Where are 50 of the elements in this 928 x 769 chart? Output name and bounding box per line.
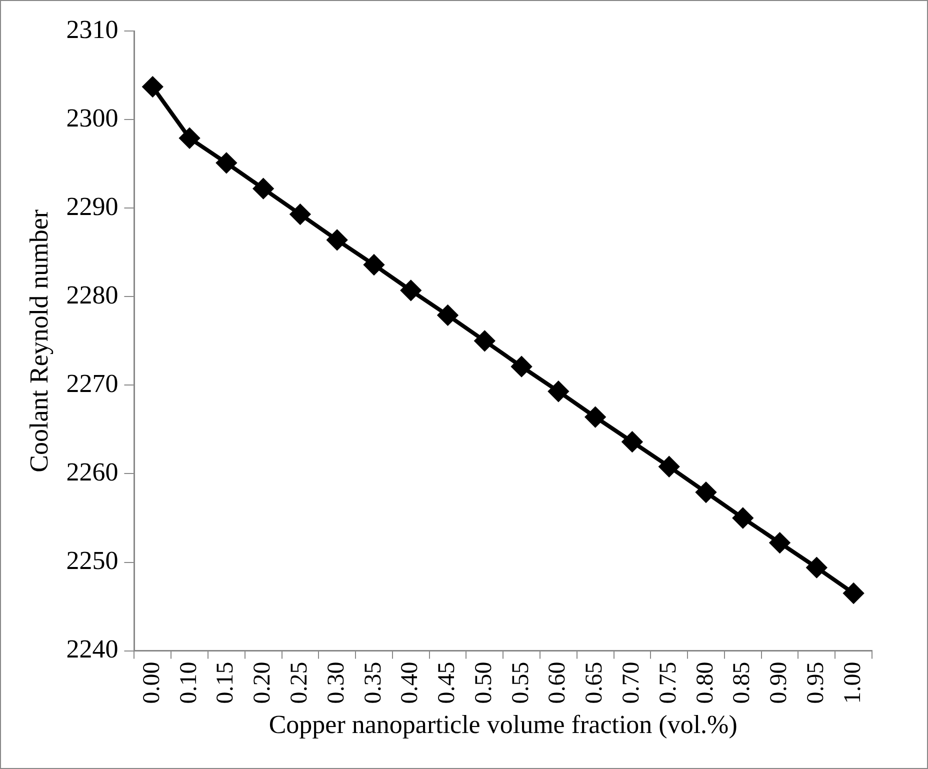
x-tick-label: 0.50 <box>470 662 497 704</box>
x-tick-label: 0.55 <box>508 662 534 704</box>
x-tick-label: 1.00 <box>840 662 866 704</box>
point <box>548 381 568 402</box>
x-tick-label: 0.65 <box>582 662 608 704</box>
point <box>585 407 606 428</box>
x-tick-label: 0.00 <box>138 662 165 704</box>
y-tick-label: 2270 <box>66 369 118 398</box>
x-tick-label: 0.10 <box>176 662 202 704</box>
point <box>770 532 790 553</box>
x-tick-label: 0.90 <box>766 662 792 704</box>
x-tick-label: 0.15 <box>212 662 239 704</box>
y-tick-label: 2290 <box>66 192 118 221</box>
y-tick-label: 2260 <box>66 458 118 487</box>
x-axis-title: Copper nanoparticle volume fraction (vol.%) <box>268 710 738 740</box>
y-tick-label: 2280 <box>66 280 118 310</box>
x-tick-label: 0.75 <box>655 662 682 704</box>
x-tick-label: 0.45 <box>434 662 460 704</box>
x-tick-label: 0.80 <box>692 662 718 704</box>
x-tick-label: 0.35 <box>360 662 386 704</box>
y-tick-label: 2250 <box>66 546 118 576</box>
point <box>327 230 348 250</box>
x-tick-label: 0.40 <box>397 662 424 704</box>
x-tick-label: 0.70 <box>618 662 645 704</box>
point <box>400 280 421 300</box>
x-tick-label: 0.95 <box>802 662 829 704</box>
y-tick-label: 2240 <box>66 634 118 664</box>
point <box>216 152 236 173</box>
point <box>659 456 680 477</box>
x-tick-label: 0.20 <box>250 662 276 704</box>
point <box>290 204 310 224</box>
point <box>696 482 716 502</box>
point <box>438 305 458 326</box>
x-tick-label: 0.85 <box>729 662 756 704</box>
x-tick-label: 0.60 <box>544 662 571 704</box>
point <box>364 254 384 275</box>
point <box>180 128 200 148</box>
point <box>512 356 532 377</box>
y-axis-title: Coolant Reynold number <box>24 209 54 472</box>
y-tick-label: 2300 <box>66 103 118 132</box>
point <box>253 178 274 199</box>
point <box>142 76 163 97</box>
point <box>844 583 864 604</box>
point <box>474 330 495 351</box>
x-tick-label: 0.30 <box>323 662 350 704</box>
y-tick-label: 2310 <box>66 14 118 44</box>
point <box>622 432 642 452</box>
point <box>732 508 753 528</box>
point <box>806 558 827 578</box>
x-tick-label: 0.25 <box>286 662 312 704</box>
